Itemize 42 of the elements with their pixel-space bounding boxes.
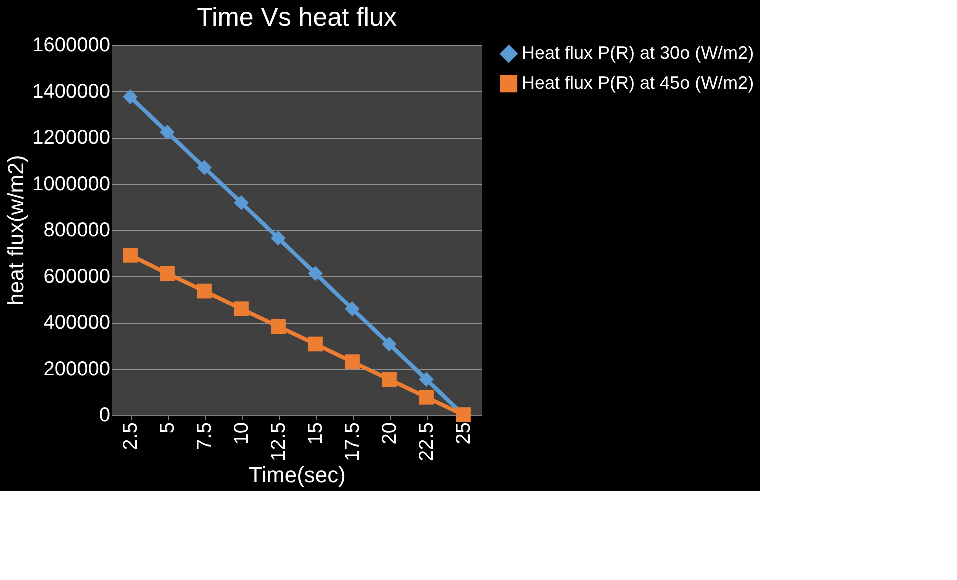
chart-title: Time Vs heat flux	[197, 2, 397, 32]
x-tick-label: 5	[157, 422, 179, 434]
x-tick-label: 7.5	[194, 422, 216, 450]
point	[308, 266, 323, 282]
point	[382, 372, 397, 388]
y-tick-label: 1200000	[32, 127, 110, 149]
y-tick-label: 1000000	[32, 173, 110, 196]
y-tick-label: 800000	[44, 220, 110, 242]
x-tick-label: 20	[379, 422, 401, 445]
x-axis-title: Time(sec)	[249, 462, 346, 488]
point	[345, 354, 360, 370]
point	[419, 390, 434, 405]
legend-label: Heat flux P(R) at 30o (W/m2)	[522, 43, 754, 63]
point	[234, 196, 249, 210]
x-tick-label: 10	[231, 422, 253, 445]
y-tick-label: 400000	[44, 312, 110, 334]
y-tick-label: 0	[99, 404, 110, 426]
y-tick-label: 200000	[44, 358, 110, 380]
y-tick-label: 1600000	[32, 34, 110, 56]
legend-label: Heat flux P(R) at 45o (W/m2)	[522, 73, 754, 93]
point	[123, 248, 138, 263]
x-tick-label: 22.5	[416, 422, 438, 462]
point	[271, 230, 286, 246]
point	[382, 336, 397, 352]
point	[160, 266, 175, 282]
point	[271, 319, 286, 334]
point	[197, 160, 212, 176]
x-tick-label: 15	[305, 422, 327, 445]
point	[345, 302, 360, 317]
y-tick-label: 1400000	[32, 80, 110, 103]
x-tick-label: 17.5	[342, 422, 364, 462]
y-axis-title: heat flux(w/m2)	[4, 155, 29, 306]
x-tick-label: 12.5	[268, 422, 290, 462]
x-tick-label: 25	[453, 422, 475, 445]
point	[160, 124, 175, 140]
point	[308, 336, 323, 352]
x-tick-label: 2.5	[120, 422, 142, 450]
point	[197, 284, 212, 299]
y-tick-label: 600000	[44, 266, 110, 288]
point	[123, 90, 138, 104]
point	[234, 302, 249, 317]
point	[419, 372, 434, 388]
